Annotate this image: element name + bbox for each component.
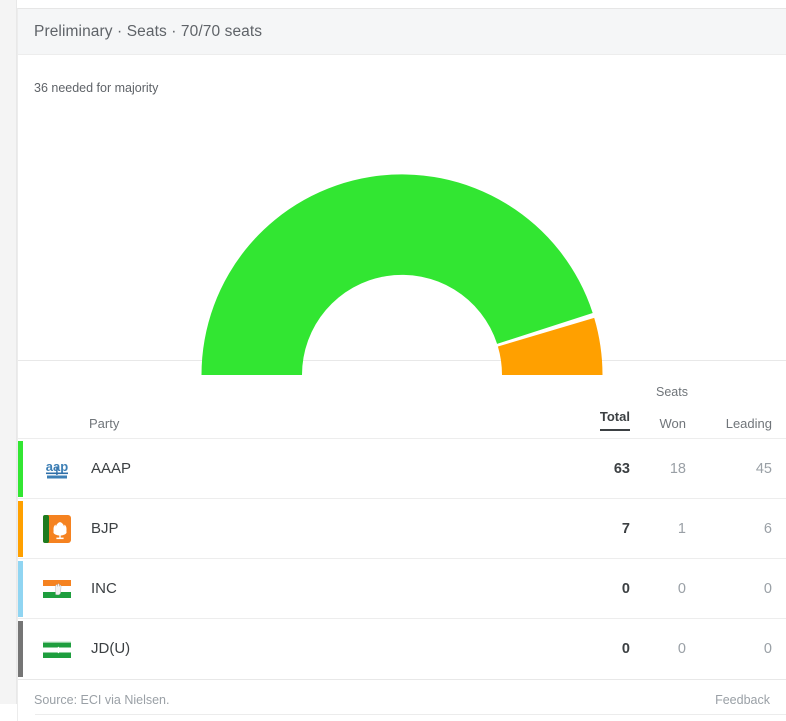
page-title: Preliminary · Seats · 70/70 seats: [34, 22, 263, 40]
group-spacer-swatch: [18, 361, 27, 400]
column-header-total-label: Total: [599, 409, 630, 431]
party-name: INC: [91, 580, 117, 597]
seats-group-label: Seats: [656, 385, 688, 399]
inc-tricolor-hand-logo-icon: [41, 573, 73, 605]
party-color-swatch: [18, 440, 23, 497]
election-results-card: Preliminary · Seats · 70/70 seats 36 nee…: [17, 8, 786, 721]
table-group-header-row: Seats: [18, 361, 786, 400]
feedback-link[interactable]: Feedback: [715, 693, 770, 707]
party-leading-seats: 6: [763, 520, 772, 537]
party-name: JD(U): [91, 640, 131, 658]
party-won-seats: 0: [677, 640, 686, 657]
party-color-swatch-cell: [18, 499, 27, 559]
party-results-table: Seats Party Total Won Leading: [18, 360, 786, 679]
footer-divider: [35, 713, 786, 715]
party-won-seats: 1: [677, 520, 686, 537]
gauge-slice-bjp: [497, 317, 603, 375]
table-header: Seats Party Total Won Leading: [18, 361, 786, 439]
group-spacer-logo: [27, 361, 89, 400]
party-color-swatch-cell: [18, 619, 27, 679]
party-color-swatch: [18, 560, 23, 617]
gauge-slice-aaap: [201, 174, 593, 375]
party-leading-seats: 0: [763, 580, 772, 597]
table-row[interactable]: JD(U) 0 0 0: [18, 618, 786, 679]
party-name: BJP: [91, 520, 119, 537]
party-total-seats: 0: [621, 580, 630, 597]
header-spacer-swatch: [18, 399, 27, 439]
party-logo-cell: [27, 619, 89, 679]
column-header-leading[interactable]: Leading: [725, 416, 772, 431]
party-color-swatch: [18, 500, 23, 557]
svg-text:aap: aap: [46, 459, 68, 474]
party-won-seats: 0: [677, 580, 686, 597]
party-total-seats: 7: [621, 520, 630, 537]
party-leading-seats: 45: [755, 460, 772, 477]
table-row[interactable]: INC 0 0 0: [18, 558, 786, 619]
party-color-swatch: [18, 620, 23, 677]
seats-group-header: Seats: [580, 361, 786, 399]
majority-threshold-note: 36 needed for majority: [34, 81, 159, 95]
aap-logo-icon: aap: [41, 452, 73, 485]
column-header-party[interactable]: Party: [89, 416, 120, 431]
table-row[interactable]: BJP 7 1 6: [18, 498, 786, 559]
table-column-header-row: Party Total Won Leading: [18, 399, 786, 439]
party-won-seats: 18: [669, 460, 686, 477]
party-total-seats: 0: [621, 640, 630, 657]
party-logo-cell: aap: [27, 439, 89, 499]
page-left-gutter: [0, 0, 17, 704]
table-row[interactable]: aap AAAP 63 18 45: [18, 438, 786, 499]
party-logo-cell: [27, 499, 89, 559]
party-name: AAAP: [91, 460, 132, 477]
source-attribution: Source: ECI via Nielsen.: [34, 693, 170, 707]
column-header-total[interactable]: Total: [580, 399, 644, 439]
party-leading-seats: 0: [763, 640, 772, 657]
jdu-arrow-logo-icon: [41, 633, 73, 665]
party-total-seats: 63: [613, 460, 630, 477]
semicircle-donut-svg: [201, 174, 603, 375]
header-spacer-logo: [27, 399, 89, 439]
party-color-swatch-cell: [18, 439, 27, 499]
bjp-lotus-logo-icon: [41, 513, 73, 545]
party-color-swatch-cell: [18, 559, 27, 619]
gauge-container: [18, 55, 786, 375]
party-logo-cell: [27, 559, 89, 619]
column-header-won[interactable]: Won: [659, 416, 686, 431]
card-header: Preliminary · Seats · 70/70 seats: [18, 9, 786, 55]
seat-gauge-chart: 36 needed for majority: [18, 55, 786, 375]
table-body: aap AAAP 63 18 45: [18, 438, 786, 679]
